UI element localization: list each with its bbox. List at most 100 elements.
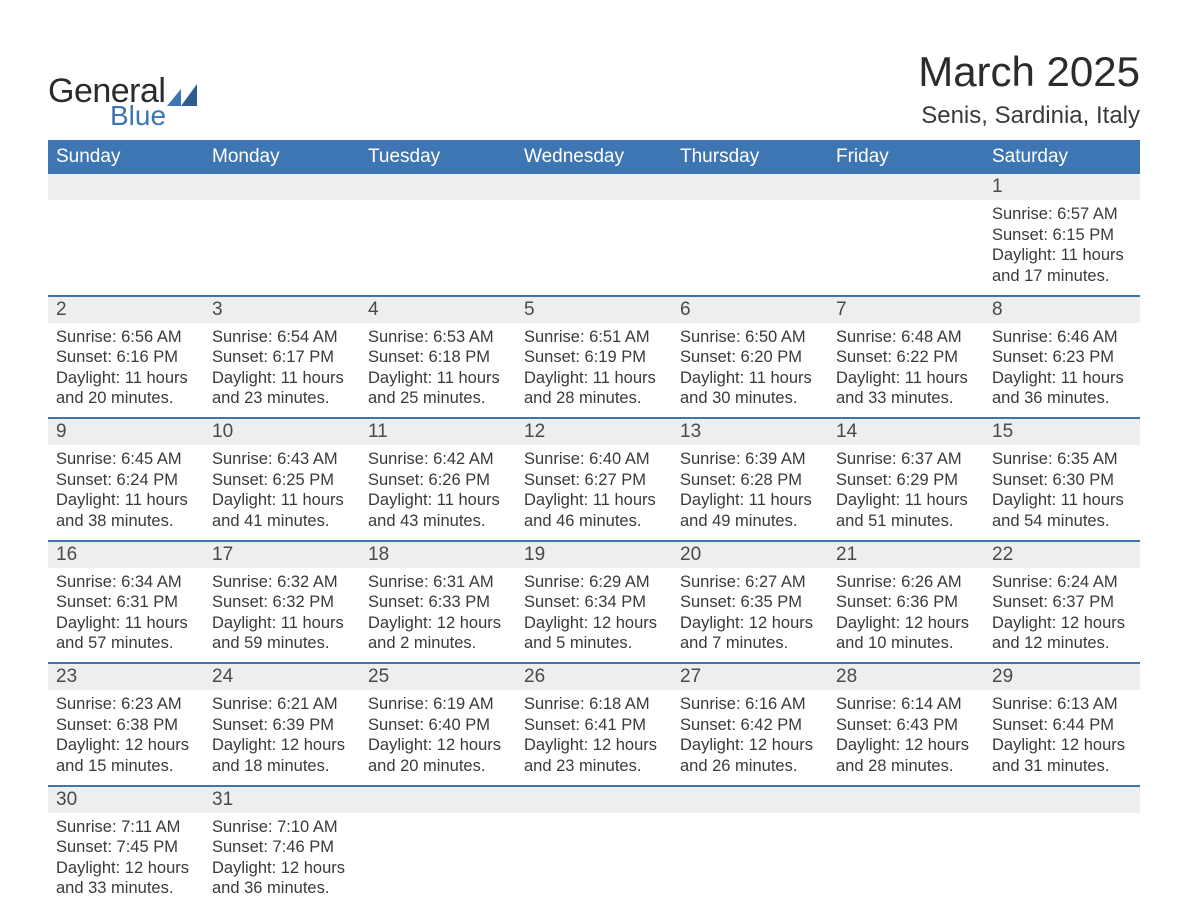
daylight-line: Daylight: 12 hours and 7 minutes.: [680, 613, 820, 654]
sunset-line: Sunset: 7:46 PM: [212, 837, 352, 858]
day-number-cell: 13: [672, 418, 828, 445]
daylight-line: Daylight: 12 hours and 10 minutes.: [836, 613, 976, 654]
weekday-header: Wednesday: [516, 140, 672, 174]
day-number-cell: 17: [204, 541, 360, 568]
day-detail-cell: Sunrise: 6:46 AMSunset: 6:23 PMDaylight:…: [984, 323, 1140, 419]
daylight-line: Daylight: 11 hours and 54 minutes.: [992, 490, 1132, 531]
day-number-cell: 20: [672, 541, 828, 568]
day-detail-cell: Sunrise: 6:26 AMSunset: 6:36 PMDaylight:…: [828, 568, 984, 664]
day-detail-cell: [204, 200, 360, 296]
sunset-line: Sunset: 6:44 PM: [992, 715, 1132, 736]
sunset-line: Sunset: 7:45 PM: [56, 837, 196, 858]
daylight-line: Daylight: 12 hours and 23 minutes.: [524, 735, 664, 776]
sunrise-line: Sunrise: 6:27 AM: [680, 572, 820, 593]
daylight-line: Daylight: 11 hours and 30 minutes.: [680, 368, 820, 409]
sunrise-line: Sunrise: 6:46 AM: [992, 327, 1132, 348]
sunrise-line: Sunrise: 6:19 AM: [368, 694, 508, 715]
day-number-cell: 28: [828, 663, 984, 690]
sunset-line: Sunset: 6:24 PM: [56, 470, 196, 491]
daylight-line: Daylight: 12 hours and 18 minutes.: [212, 735, 352, 776]
sunset-line: Sunset: 6:31 PM: [56, 592, 196, 613]
day-detail-cell: Sunrise: 6:43 AMSunset: 6:25 PMDaylight:…: [204, 445, 360, 541]
day-detail-cell: Sunrise: 6:37 AMSunset: 6:29 PMDaylight:…: [828, 445, 984, 541]
day-number-cell: 2: [48, 296, 204, 323]
weekday-header: Friday: [828, 140, 984, 174]
daylight-line: Daylight: 11 hours and 51 minutes.: [836, 490, 976, 531]
daylight-line: Daylight: 12 hours and 36 minutes.: [212, 858, 352, 899]
daylight-line: Daylight: 12 hours and 28 minutes.: [836, 735, 976, 776]
day-detail-cell: Sunrise: 7:10 AMSunset: 7:46 PMDaylight:…: [204, 813, 360, 908]
day-number-cell: 27: [672, 663, 828, 690]
day-detail-cell: Sunrise: 6:45 AMSunset: 6:24 PMDaylight:…: [48, 445, 204, 541]
day-detail-cell: Sunrise: 6:54 AMSunset: 6:17 PMDaylight:…: [204, 323, 360, 419]
sunrise-line: Sunrise: 6:14 AM: [836, 694, 976, 715]
day-number-cell: 15: [984, 418, 1140, 445]
day-number-cell: [828, 786, 984, 813]
sunrise-line: Sunrise: 6:37 AM: [836, 449, 976, 470]
day-number-cell: 10: [204, 418, 360, 445]
sunset-line: Sunset: 6:37 PM: [992, 592, 1132, 613]
day-detail-cell: Sunrise: 6:39 AMSunset: 6:28 PMDaylight:…: [672, 445, 828, 541]
day-number-cell: 9: [48, 418, 204, 445]
day-detail-cell: Sunrise: 6:40 AMSunset: 6:27 PMDaylight:…: [516, 445, 672, 541]
day-detail-cell: [516, 200, 672, 296]
daynum-row: 9101112131415: [48, 418, 1140, 445]
daylight-line: Daylight: 11 hours and 20 minutes.: [56, 368, 196, 409]
sunset-line: Sunset: 6:28 PM: [680, 470, 820, 491]
sunrise-line: Sunrise: 6:42 AM: [368, 449, 508, 470]
sunset-line: Sunset: 6:16 PM: [56, 347, 196, 368]
day-detail-cell: Sunrise: 6:35 AMSunset: 6:30 PMDaylight:…: [984, 445, 1140, 541]
daylight-line: Daylight: 11 hours and 41 minutes.: [212, 490, 352, 531]
daylight-line: Daylight: 11 hours and 25 minutes.: [368, 368, 508, 409]
day-detail-cell: Sunrise: 6:32 AMSunset: 6:32 PMDaylight:…: [204, 568, 360, 664]
daylight-line: Daylight: 12 hours and 31 minutes.: [992, 735, 1132, 776]
sunrise-line: Sunrise: 6:43 AM: [212, 449, 352, 470]
day-number-cell: 14: [828, 418, 984, 445]
sunset-line: Sunset: 6:15 PM: [992, 225, 1132, 246]
day-detail-cell: Sunrise: 6:16 AMSunset: 6:42 PMDaylight:…: [672, 690, 828, 786]
sunrise-line: Sunrise: 6:54 AM: [212, 327, 352, 348]
day-detail-cell: [672, 813, 828, 908]
sunrise-line: Sunrise: 6:29 AM: [524, 572, 664, 593]
daylight-line: Daylight: 12 hours and 2 minutes.: [368, 613, 508, 654]
day-number-cell: [360, 786, 516, 813]
sunset-line: Sunset: 6:25 PM: [212, 470, 352, 491]
day-detail-cell: Sunrise: 7:11 AMSunset: 7:45 PMDaylight:…: [48, 813, 204, 908]
day-detail-cell: [48, 200, 204, 296]
day-number-cell: [672, 174, 828, 200]
sunset-line: Sunset: 6:17 PM: [212, 347, 352, 368]
day-detail-cell: Sunrise: 6:48 AMSunset: 6:22 PMDaylight:…: [828, 323, 984, 419]
daylight-line: Daylight: 12 hours and 33 minutes.: [56, 858, 196, 899]
sunrise-line: Sunrise: 6:16 AM: [680, 694, 820, 715]
sunset-line: Sunset: 6:36 PM: [836, 592, 976, 613]
day-detail-cell: Sunrise: 6:29 AMSunset: 6:34 PMDaylight:…: [516, 568, 672, 664]
day-detail-cell: Sunrise: 6:21 AMSunset: 6:39 PMDaylight:…: [204, 690, 360, 786]
day-number-cell: 24: [204, 663, 360, 690]
weekday-header: Sunday: [48, 140, 204, 174]
day-detail-cell: Sunrise: 6:51 AMSunset: 6:19 PMDaylight:…: [516, 323, 672, 419]
daylight-line: Daylight: 11 hours and 36 minutes.: [992, 368, 1132, 409]
daylight-line: Daylight: 11 hours and 33 minutes.: [836, 368, 976, 409]
sunrise-line: Sunrise: 6:56 AM: [56, 327, 196, 348]
day-detail-cell: Sunrise: 6:42 AMSunset: 6:26 PMDaylight:…: [360, 445, 516, 541]
sunrise-line: Sunrise: 6:40 AM: [524, 449, 664, 470]
sunset-line: Sunset: 6:19 PM: [524, 347, 664, 368]
brand-mark-icon: [167, 84, 197, 106]
day-number-cell: 11: [360, 418, 516, 445]
sunrise-line: Sunrise: 6:53 AM: [368, 327, 508, 348]
sunset-line: Sunset: 6:27 PM: [524, 470, 664, 491]
daylight-line: Daylight: 11 hours and 59 minutes.: [212, 613, 352, 654]
day-number-cell: [672, 786, 828, 813]
day-detail-cell: Sunrise: 6:57 AMSunset: 6:15 PMDaylight:…: [984, 200, 1140, 296]
daylight-line: Daylight: 11 hours and 46 minutes.: [524, 490, 664, 531]
day-number-cell: [516, 174, 672, 200]
detail-row: Sunrise: 6:45 AMSunset: 6:24 PMDaylight:…: [48, 445, 1140, 541]
sunset-line: Sunset: 6:39 PM: [212, 715, 352, 736]
sunset-line: Sunset: 6:18 PM: [368, 347, 508, 368]
sunset-line: Sunset: 6:23 PM: [992, 347, 1132, 368]
sunrise-line: Sunrise: 6:18 AM: [524, 694, 664, 715]
day-detail-cell: Sunrise: 6:24 AMSunset: 6:37 PMDaylight:…: [984, 568, 1140, 664]
daynum-row: 3031: [48, 786, 1140, 813]
sunrise-line: Sunrise: 6:13 AM: [992, 694, 1132, 715]
day-number-cell: [516, 786, 672, 813]
